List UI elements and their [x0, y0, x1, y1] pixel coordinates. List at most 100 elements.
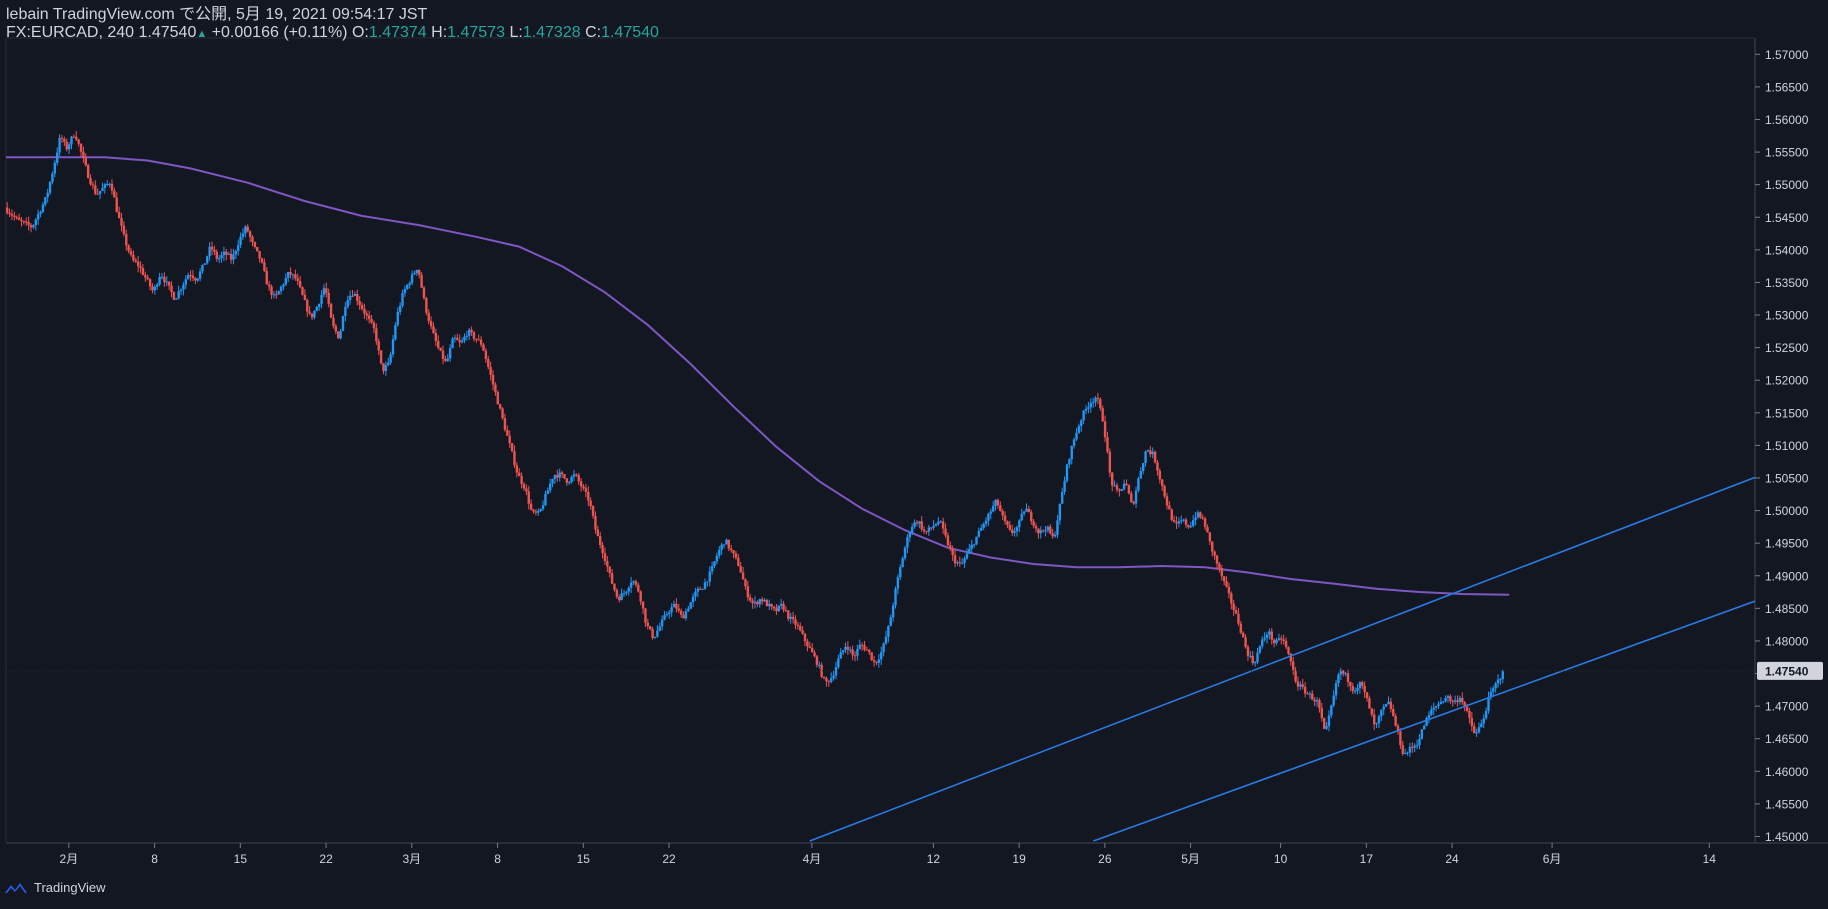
candle-body: [1168, 505, 1171, 510]
candle-body: [1256, 652, 1259, 663]
candle-body: [1265, 634, 1269, 638]
candle-body: [501, 408, 504, 419]
candle-body: [313, 310, 316, 318]
candle-body: [1475, 732, 1478, 734]
candle-body: [772, 606, 776, 609]
y-tick-label: 1.49000: [1765, 569, 1809, 583]
candle-body: [89, 177, 92, 185]
candle-body: [691, 596, 695, 603]
candle-body: [741, 572, 745, 580]
candle-body: [1292, 661, 1295, 671]
brand-label: TradingView: [34, 880, 106, 895]
candle-body: [980, 528, 983, 531]
candles: [5, 130, 1504, 757]
candle-body: [244, 226, 247, 234]
candle-body: [191, 275, 195, 279]
ohlc-line: FX:EURCAD, 240 1.47540▲ +0.00166 (+0.11%…: [6, 24, 659, 42]
candle-body: [1120, 488, 1123, 491]
candle-body: [1094, 397, 1097, 402]
candle-body: [1020, 513, 1023, 521]
candle-body: [984, 520, 988, 524]
candle-body: [622, 593, 626, 595]
candle-body: [1363, 685, 1366, 693]
candle-body: [875, 661, 878, 663]
candle-body: [186, 274, 190, 280]
candle-body: [346, 300, 349, 307]
candle-body: [391, 339, 395, 355]
x-tick-label: 10: [1274, 852, 1288, 866]
candle-body: [1196, 512, 1200, 518]
candle-body: [913, 522, 916, 527]
candle-body: [1201, 517, 1204, 519]
candle-body: [453, 337, 457, 339]
candle-body: [153, 286, 157, 291]
candle-body: [227, 253, 230, 255]
candle-body: [170, 285, 173, 293]
candle-body: [1106, 437, 1109, 452]
candle-body: [358, 301, 361, 305]
x-tick-label: 22: [319, 852, 333, 866]
candle-body: [727, 539, 730, 549]
candle-body: [267, 284, 271, 287]
candle-body: [1027, 508, 1031, 513]
candle-body: [1151, 451, 1154, 455]
open-value: 1.47374: [368, 24, 427, 41]
candle-body: [756, 601, 759, 605]
candle-body: [672, 603, 676, 608]
candle-body: [320, 295, 323, 305]
candle-body: [1041, 530, 1045, 532]
candle-body: [1032, 521, 1035, 526]
candle-body: [1208, 532, 1212, 542]
candle-body: [582, 486, 585, 489]
candle-body: [348, 295, 352, 301]
candle-body: [27, 221, 30, 226]
publisher-line: lebain TradingView.com で公開, 5月 19, 2021 …: [6, 6, 428, 23]
candle-body: [258, 251, 261, 259]
candle-body: [699, 588, 702, 590]
tradingview-footer[interactable]: TradingView: [4, 880, 106, 895]
candle-body: [470, 329, 473, 333]
candle-body: [1096, 397, 1100, 400]
candle-body: [1180, 520, 1183, 522]
candle-body: [789, 616, 792, 619]
candle-body: [84, 157, 87, 166]
candle-body: [870, 652, 873, 661]
candle-body: [1070, 445, 1073, 460]
candle-body: [1351, 686, 1354, 692]
candle-body: [1344, 673, 1347, 675]
candle-body: [782, 603, 785, 610]
candle-body: [175, 298, 178, 300]
candle-body: [999, 505, 1002, 511]
candle-body: [1108, 451, 1112, 473]
candle-body: [1037, 528, 1040, 534]
candle-body: [86, 165, 90, 178]
candle-body: [1268, 631, 1271, 635]
candle-body: [1325, 726, 1328, 729]
candle-body: [837, 658, 840, 668]
candle-body: [222, 251, 226, 256]
candle-body: [1077, 426, 1081, 433]
candle-body: [70, 136, 73, 145]
candle-body: [844, 646, 847, 651]
candle-body: [120, 218, 123, 226]
candle-body: [779, 603, 783, 606]
candle-body: [156, 284, 159, 287]
candle-body: [270, 286, 273, 295]
candle-body: [13, 215, 16, 217]
candle-body: [444, 358, 447, 361]
candle-body: [1403, 752, 1407, 754]
candle-body: [1101, 408, 1104, 422]
candle-body: [629, 582, 633, 588]
candle-body: [403, 289, 407, 294]
candle-body: [541, 505, 545, 509]
candle-body: [148, 279, 152, 287]
candle-body: [422, 287, 426, 299]
candle-body: [1046, 526, 1050, 531]
candle-body: [787, 610, 790, 619]
candle-body: [25, 221, 28, 223]
candle-body: [234, 250, 238, 255]
candle-body: [394, 325, 397, 340]
candle-body: [649, 626, 652, 630]
candle-body: [256, 246, 259, 252]
